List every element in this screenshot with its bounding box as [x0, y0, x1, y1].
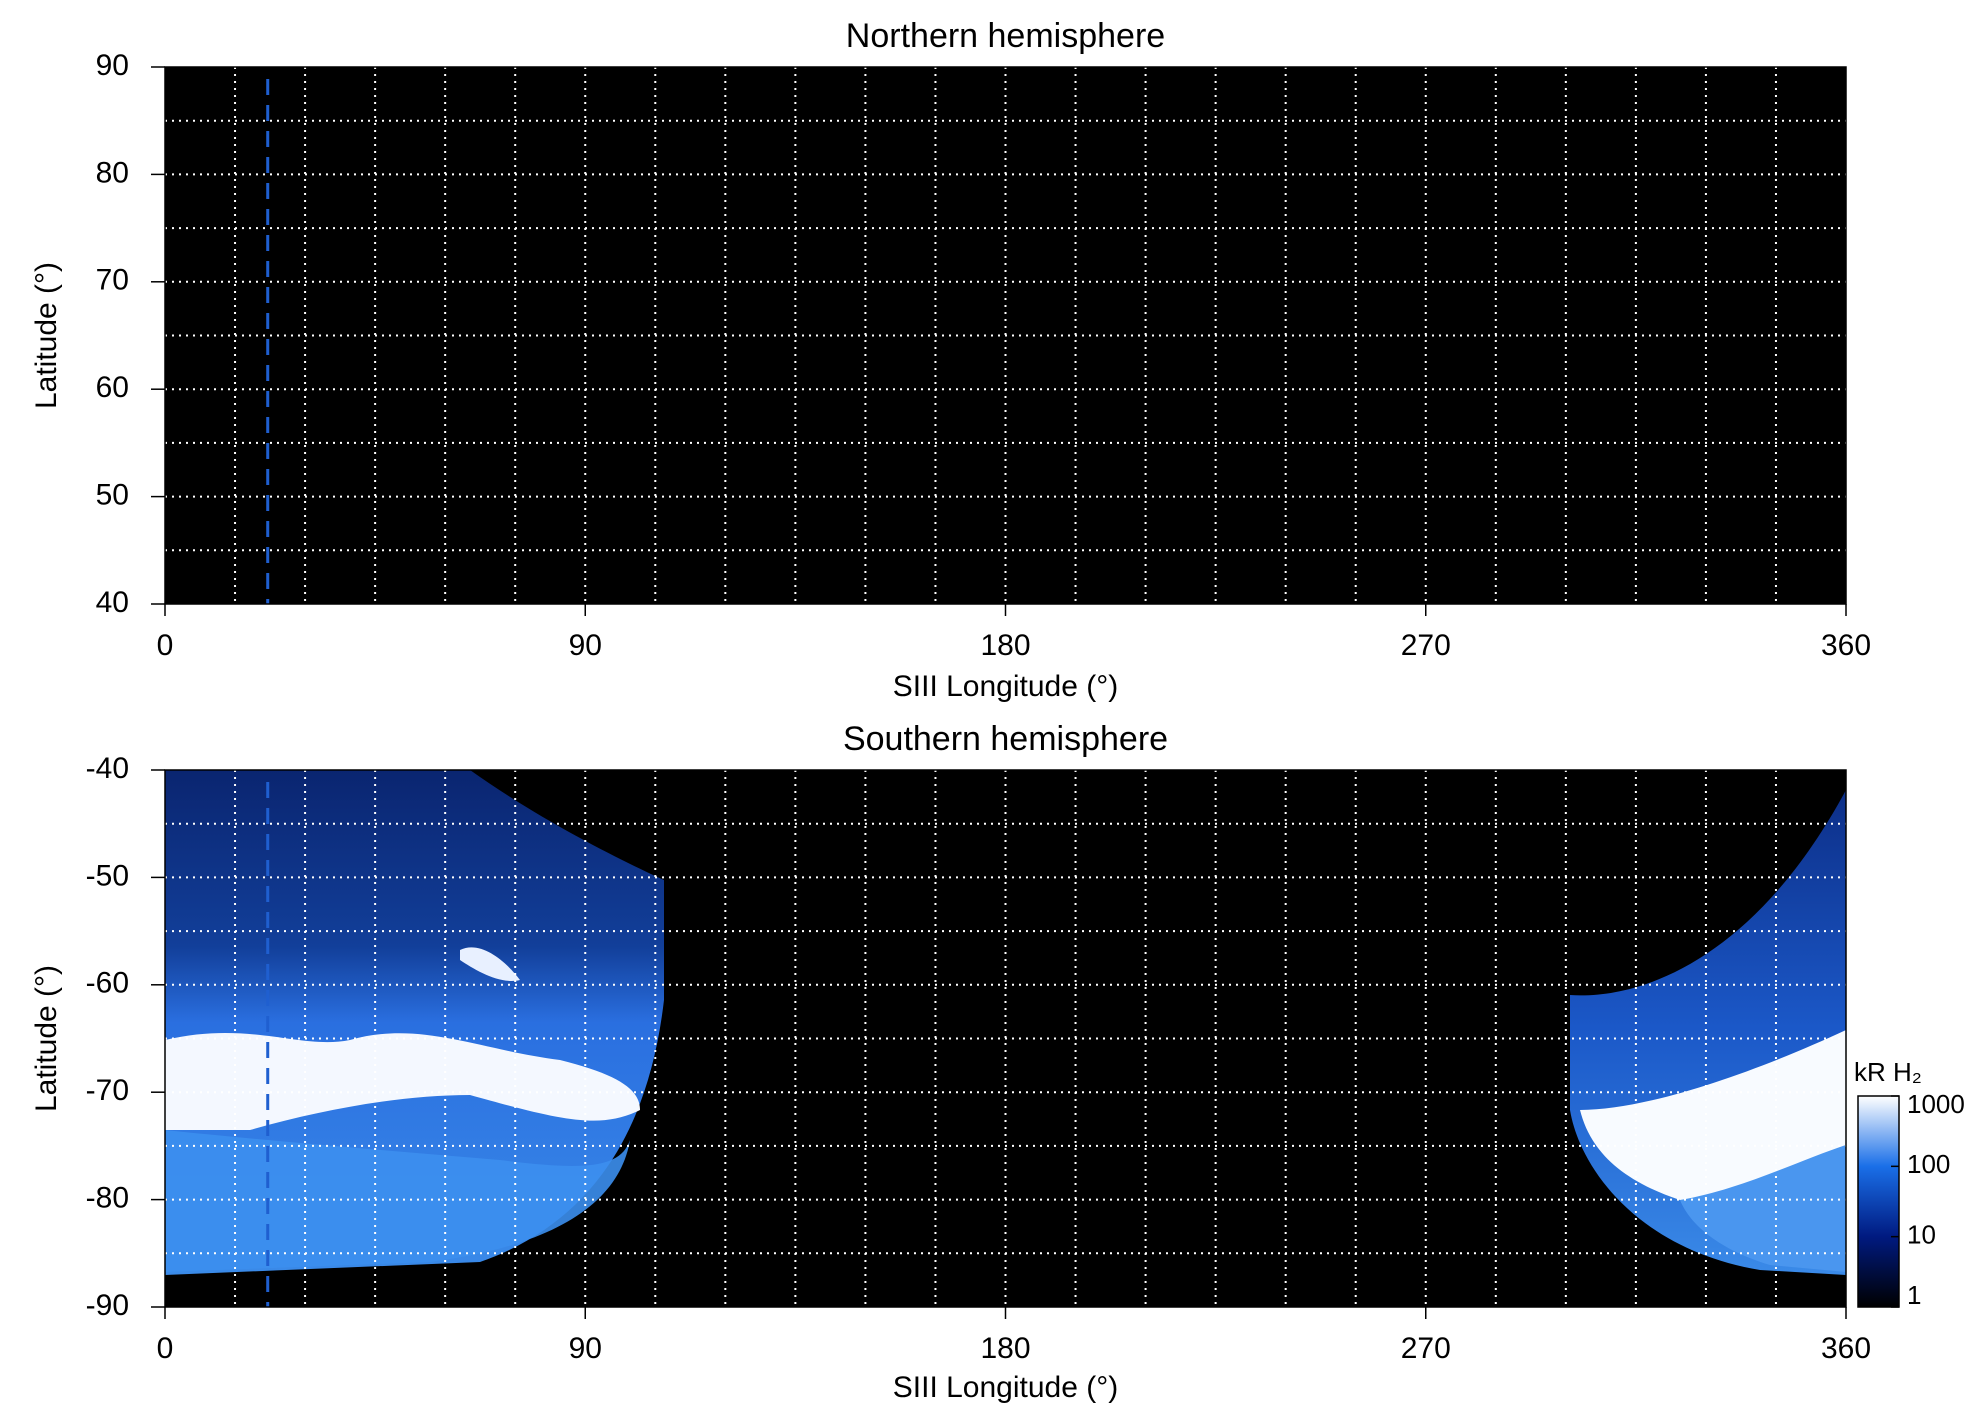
- y-tick-label: 60: [96, 371, 129, 404]
- x-tick-label: 270: [1401, 629, 1451, 662]
- x-axis-label: SIII Longitude (°): [893, 670, 1118, 703]
- colorbar-tick-label: 1000: [1907, 1089, 1965, 1119]
- aurora-emission: [165, 770, 1846, 1275]
- y-axis-label: Latitude (°): [30, 965, 63, 1112]
- x-tick-label: 360: [1821, 1332, 1871, 1365]
- y-tick-label: 50: [96, 479, 129, 512]
- colorbar-tick-label: 1: [1907, 1280, 1921, 1310]
- y-tick-label: -90: [86, 1289, 129, 1322]
- y-tick-label: -50: [86, 859, 129, 892]
- x-tick-label: 90: [569, 629, 602, 662]
- y-tick-label: -70: [86, 1074, 129, 1107]
- chart-title: Northern hemisphere: [846, 17, 1165, 55]
- y-axis-label: Latitude (°): [30, 262, 63, 409]
- x-tick-label: 0: [157, 1332, 174, 1365]
- colorbar-scale: [1857, 1095, 1900, 1308]
- x-axis-label: SIII Longitude (°): [893, 1371, 1118, 1404]
- colorbar-tick-label: 100: [1907, 1149, 1950, 1179]
- y-tick-label: -80: [86, 1182, 129, 1215]
- x-tick-label: 180: [980, 629, 1030, 662]
- y-tick-label: 90: [96, 49, 129, 82]
- colorbar-tick-label: 10: [1907, 1220, 1936, 1250]
- x-tick-label: 90: [569, 1332, 602, 1365]
- x-tick-label: 0: [157, 629, 174, 662]
- x-tick-label: 180: [980, 1332, 1030, 1365]
- colorbar-label: kR H₂: [1854, 1057, 1922, 1087]
- y-tick-label: 70: [96, 264, 129, 297]
- y-tick-label: -40: [86, 752, 129, 785]
- chart-title: Southern hemisphere: [843, 720, 1168, 758]
- x-tick-label: 360: [1821, 629, 1871, 662]
- y-tick-label: 80: [96, 156, 129, 189]
- y-tick-label: 40: [96, 586, 129, 619]
- x-tick-label: 270: [1401, 1332, 1451, 1365]
- y-tick-label: -60: [86, 967, 129, 1000]
